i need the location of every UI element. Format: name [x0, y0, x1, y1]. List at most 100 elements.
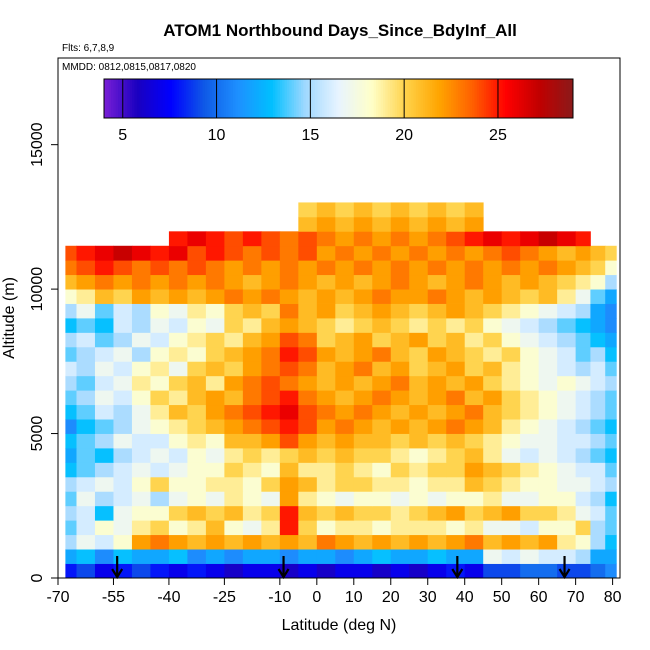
heatmap-cell — [335, 534, 355, 550]
heatmap-cell — [150, 549, 170, 564]
heatmap-cell — [76, 245, 96, 261]
colorbar-segment — [275, 79, 279, 118]
colorbar-segment — [237, 79, 241, 118]
colorbar-segment — [570, 79, 574, 118]
heatmap-cell — [316, 231, 336, 247]
heatmap-cell — [168, 404, 188, 420]
heatmap-cell — [316, 346, 336, 362]
colorbar-segment — [420, 79, 424, 118]
heatmap-cell — [372, 332, 392, 348]
heatmap-cell — [353, 404, 373, 420]
heatmap-cell — [501, 361, 521, 377]
heatmap-cell — [279, 491, 299, 507]
colorbar-segment — [134, 79, 138, 118]
heatmap-cell — [316, 520, 336, 536]
colorbar-segment — [111, 79, 114, 118]
heatmap-cell — [205, 462, 225, 478]
heatmap-cell — [605, 361, 617, 377]
heatmap-cell — [113, 433, 133, 449]
heatmap-cell — [335, 245, 355, 261]
heatmap-cell — [113, 390, 133, 406]
heatmap-cell — [353, 505, 373, 521]
heatmap-cell — [590, 404, 606, 420]
heatmap-cell — [298, 231, 318, 247]
heatmap-cell — [372, 245, 392, 261]
heatmap-cell — [205, 289, 225, 304]
heatmap-cell — [261, 534, 281, 550]
colorbar-segment — [376, 79, 379, 118]
heatmap-cell — [187, 563, 207, 579]
y-tick-label: 10000 — [29, 267, 46, 312]
heatmap-cell — [446, 260, 466, 276]
heatmap-cell — [242, 505, 262, 521]
heatmap-cell — [446, 563, 466, 579]
heatmap-cell — [298, 318, 318, 333]
heatmap-cell — [261, 462, 281, 478]
heatmap-cell — [279, 303, 299, 319]
heatmap-cell — [501, 419, 521, 434]
heatmap-cell — [409, 520, 429, 536]
heatmap-cell — [353, 332, 373, 348]
heatmap-cell — [605, 419, 617, 434]
heatmap-cell — [464, 245, 484, 261]
heatmap-cell — [557, 274, 577, 290]
heatmap-cell — [65, 419, 77, 434]
heatmap-cell — [390, 202, 410, 218]
heatmap-cell — [483, 346, 503, 362]
colorbar-segment — [162, 79, 166, 118]
colorbar-segment — [270, 79, 274, 118]
heatmap-cell — [168, 505, 188, 521]
colorbar-segment — [446, 79, 450, 118]
heatmap-cell — [298, 289, 318, 304]
heatmap-cell — [150, 375, 170, 391]
colorbar-segment — [533, 79, 536, 118]
heatmap-cell — [113, 419, 133, 434]
heatmap-cell — [94, 303, 114, 319]
colorbar-segment — [465, 79, 468, 118]
heatmap-cell — [187, 375, 207, 391]
heatmap-cell — [113, 534, 133, 550]
heatmap-cell — [187, 448, 207, 463]
heatmap-cell — [242, 274, 262, 290]
heatmap-cell — [409, 390, 429, 406]
heatmap-cell — [261, 332, 281, 348]
heatmap-cell — [224, 462, 244, 478]
heatmap-cell — [279, 476, 299, 492]
heatmap-cell — [557, 476, 577, 492]
heatmap-cell — [446, 448, 466, 463]
heatmap-cell — [316, 505, 336, 521]
heatmap-cell — [261, 448, 281, 463]
heatmap-cell — [76, 491, 96, 507]
heatmap-cell — [464, 361, 484, 377]
heatmap-cell — [205, 260, 225, 276]
heatmap-cell — [335, 346, 355, 362]
heatmap-cell — [409, 476, 429, 492]
heatmap-cell — [557, 332, 577, 348]
colorbar-segment — [383, 79, 386, 118]
colorbar-segment — [429, 79, 433, 118]
colorbar-segment — [298, 79, 302, 118]
heatmap-cell — [113, 361, 133, 377]
heatmap-cell — [575, 245, 591, 261]
heatmap-cell — [205, 332, 225, 348]
heatmap-cell — [335, 491, 355, 507]
heatmap-cell — [150, 419, 170, 434]
heatmap-cell — [94, 289, 114, 304]
heatmap-cell — [242, 346, 262, 362]
heatmap-cell — [205, 361, 225, 377]
heatmap-cell — [353, 289, 373, 304]
heatmap-cell — [205, 419, 225, 434]
colorbar-segment — [113, 79, 117, 118]
heatmap-cell — [316, 448, 336, 463]
heatmap-cell — [168, 419, 188, 434]
heatmap-cell — [242, 549, 262, 564]
heatmap-cell — [464, 534, 484, 550]
heatmap-cell — [575, 491, 591, 507]
colorbar-segment — [179, 79, 182, 118]
profile-arrows — [111, 556, 571, 580]
colorbar-segment — [291, 79, 295, 118]
heatmap-cell — [501, 433, 521, 449]
colorbar-segment — [441, 79, 445, 118]
heatmap-cell — [76, 462, 96, 478]
colorbar-segment — [167, 79, 171, 118]
